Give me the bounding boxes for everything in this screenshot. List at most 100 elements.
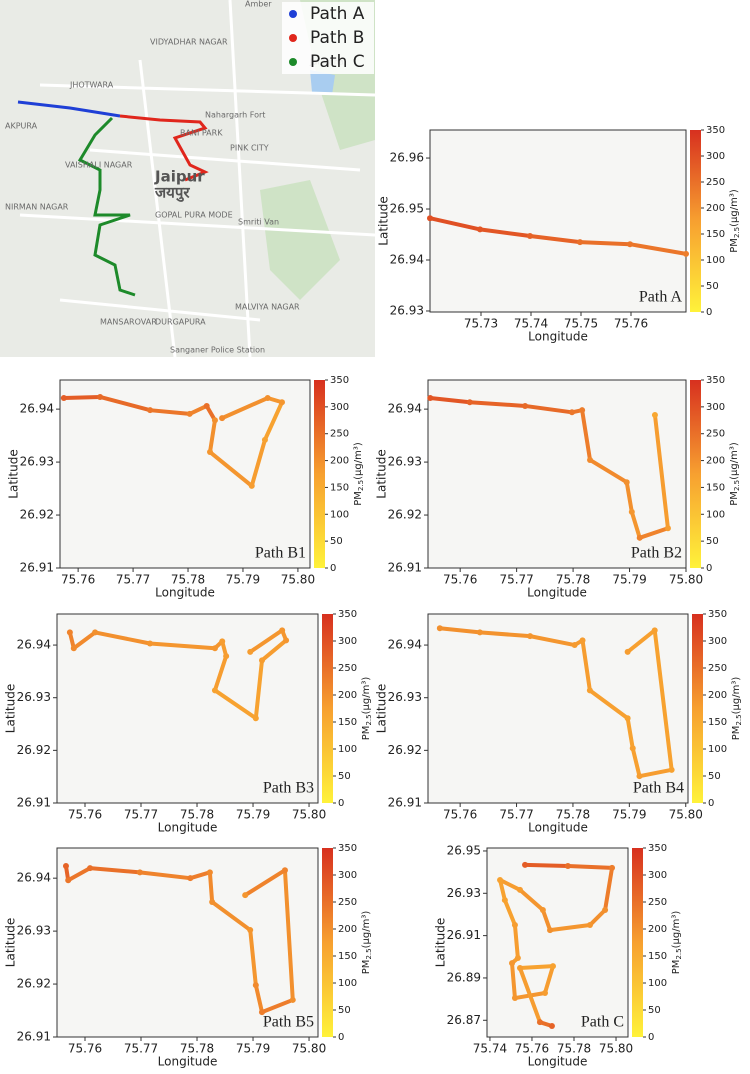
x-axis-label: Longitude (158, 821, 218, 835)
y-axis-label: Latitude (4, 684, 18, 733)
plot-area (56, 613, 319, 804)
colorbar-tick-label: 0 (706, 563, 712, 574)
y-tick-label: 26.92 (388, 508, 422, 522)
track-point (209, 899, 216, 905)
colorbar-label-text: PM (361, 726, 372, 741)
track-segment (61, 394, 103, 401)
x-tick-label: 75.74 (514, 317, 548, 331)
colorbar-tick-label: 50 (338, 771, 351, 782)
track-point (278, 399, 285, 406)
colorbar-label: PM2.5(μg/m³) (729, 189, 741, 253)
colorbar-tick-label: 250 (648, 897, 667, 908)
legend-marker (289, 10, 297, 18)
y-axis-label: Latitude (4, 918, 18, 967)
x-tick-label: 75.76 (515, 1042, 549, 1056)
colorbar-tick-label: 300 (338, 870, 357, 881)
panel-label: Path B1 (255, 545, 306, 562)
track-segment (477, 630, 533, 639)
track-segment (208, 418, 217, 455)
track-segment (580, 638, 592, 693)
y-tick-label: 26.91 (447, 928, 481, 942)
legend-box (282, 2, 374, 26)
colorbar-label-unit: (μg/m³) (731, 677, 742, 715)
colorbar-tick-label: 250 (708, 663, 727, 674)
track-segment (624, 480, 634, 514)
colorbar-label-sub: 2.5 (735, 714, 743, 725)
track-point (586, 922, 593, 929)
track-point (511, 922, 518, 929)
y-axis-label: Latitude (375, 449, 389, 498)
track-point (186, 410, 193, 417)
x-tick-label: 75.75 (564, 317, 598, 331)
track-point (211, 645, 218, 652)
track-segment (588, 457, 629, 485)
y-tick-label: 26.93 (20, 455, 54, 469)
track-segment (93, 630, 152, 646)
place-label: MANSAROVAR (100, 318, 157, 327)
track-point (629, 745, 636, 752)
track-point (70, 645, 77, 652)
track-point (579, 637, 586, 644)
track-point (577, 239, 583, 246)
colorbar-tick-label: 150 (338, 717, 357, 728)
track-point (207, 449, 213, 456)
track-segment (542, 964, 555, 995)
track-segment (148, 408, 192, 416)
colorbar-tick-label: 0 (706, 307, 712, 318)
colorbar-tick-label: 200 (648, 924, 667, 935)
colorbar-tick-label: 350 (708, 609, 727, 620)
colorbar-tick-label: 150 (706, 482, 725, 493)
colorbar-tick-label: 250 (338, 897, 357, 908)
track-point (628, 508, 635, 515)
y-axis-label: Latitude (377, 196, 391, 245)
colorbar-label-unit: (μg/m³) (361, 677, 372, 715)
place-label: BANI PARK (180, 129, 223, 138)
track-point (548, 1022, 555, 1029)
x-tick-label: 75.78 (180, 1042, 214, 1056)
chart: 75.73 75.74 75.75 75.76 26.93 26.94 26.95 26.96… (377, 125, 742, 344)
colorbar-tick-label: 200 (338, 924, 357, 935)
track-point (427, 215, 433, 222)
y-tick-label: 26.94 (17, 871, 51, 885)
track-segment (210, 900, 253, 933)
colorbar-tick-label: 0 (338, 1032, 344, 1043)
y-tick-label: 26.93 (447, 886, 481, 900)
colorbar-tick-label: 250 (330, 429, 349, 440)
track-point (623, 479, 630, 486)
panel-label: Path C (581, 1014, 624, 1031)
colorbar-tick-label: 300 (648, 870, 667, 881)
colorbar-tick-label: 50 (338, 1005, 351, 1016)
track-segment (528, 634, 577, 648)
track-segment (467, 400, 528, 408)
y-tick-label: 26.94 (390, 253, 424, 267)
map-park (260, 180, 340, 300)
colorbar-label-text: PM (731, 726, 742, 741)
x-axis-label: Longitude (528, 330, 588, 344)
track-point (527, 633, 534, 640)
track-segment (587, 908, 608, 928)
x-tick-label: 75.80 (292, 808, 326, 822)
track-segment (637, 767, 674, 779)
track-point (683, 250, 689, 257)
x-tick-label: 75.78 (180, 808, 214, 822)
x-tick-label: 75.79 (236, 1042, 270, 1056)
colorbar-tick-label: 350 (706, 375, 725, 386)
track-point (571, 642, 578, 649)
track-point (97, 393, 104, 400)
track-point (258, 1009, 265, 1016)
track-point (586, 687, 593, 694)
track-point (509, 960, 516, 967)
colorbar-tick-label: 350 (330, 375, 349, 386)
y-tick-label: 26.95 (447, 843, 481, 857)
y-tick-label: 26.93 (388, 455, 422, 469)
colorbar (632, 848, 643, 1037)
x-axis-label: Longitude (155, 586, 215, 600)
colorbar (322, 614, 333, 803)
colorbar-tick-label: 100 (706, 509, 725, 520)
track-segment (587, 688, 630, 721)
x-tick-label: 75.77 (499, 808, 533, 822)
colorbar-label-sub: 2.5 (733, 227, 741, 238)
y-tick-label: 26.94 (388, 402, 422, 416)
track-segment (523, 403, 574, 415)
colorbar-label-text: PM (361, 960, 372, 975)
